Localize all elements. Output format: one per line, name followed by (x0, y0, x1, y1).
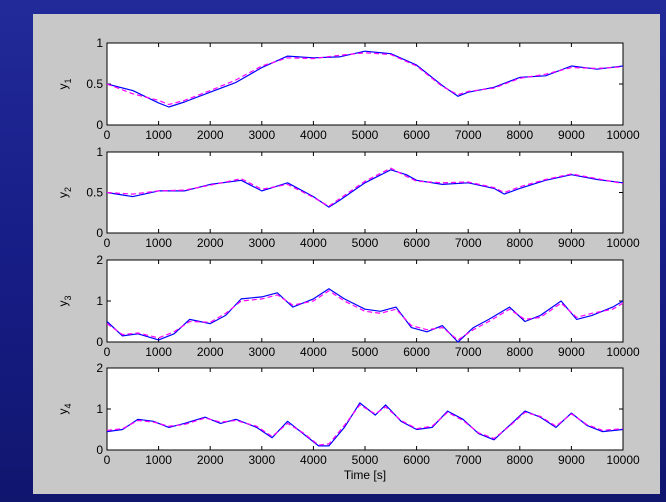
x-tick-label: 6000 (403, 345, 430, 359)
x-tick-label: 7000 (455, 236, 482, 250)
series-line-dashed-plot-4 (106, 404, 624, 446)
y-tick-label: 1 (96, 36, 103, 50)
x-axis-label: Time [s] (344, 468, 386, 482)
axes-box-4 (106, 367, 624, 451)
x-tick-label: 7000 (455, 345, 482, 359)
axes-box-2 (106, 151, 624, 234)
x-tick-label: 5000 (352, 453, 379, 467)
x-tick-label: 4000 (300, 345, 327, 359)
y-axis-label-base: y (56, 301, 70, 307)
x-tick-label: 1000 (145, 236, 172, 250)
y-tick-label: 0 (96, 226, 103, 240)
x-tick-label: 0 (104, 236, 111, 250)
y-axis-label-subscript: 3 (63, 295, 73, 300)
x-tick-label: 7000 (455, 453, 482, 467)
y-tick-label: 1 (96, 294, 103, 308)
series-line-solid-plot-3 (106, 288, 624, 343)
axes-box-1 (106, 42, 624, 126)
x-tick-label: 10000 (606, 236, 640, 250)
y-tick-label: 0 (96, 335, 103, 349)
y-axis-label-subscript: 2 (63, 187, 73, 192)
x-tick-label: 7000 (455, 128, 482, 142)
x-tick-label: 10000 (606, 453, 640, 467)
x-tick-label: 4000 (300, 453, 327, 467)
x-tick-label: 0 (104, 345, 111, 359)
y-tick-label: 0.5 (86, 77, 103, 91)
x-tick-label: 3000 (248, 345, 275, 359)
x-tick-label: 6000 (403, 453, 430, 467)
y-axis-label-base: y (56, 409, 70, 415)
y-tick-label: 2 (96, 253, 103, 267)
x-tick-label: 6000 (403, 128, 430, 142)
x-tick-label: 10000 (606, 128, 640, 142)
x-tick-label: 8000 (506, 236, 533, 250)
x-tick-label: 9000 (558, 128, 585, 142)
x-tick-label: 10000 (606, 345, 640, 359)
x-tick-label: 2000 (197, 345, 224, 359)
y-axis-label-base: y (56, 192, 70, 198)
x-tick-label: 0 (104, 128, 111, 142)
series-line-dashed-plot-1 (106, 52, 624, 106)
y-axis-label-4: y4 (56, 403, 73, 414)
axes-box-3 (106, 259, 624, 343)
y-tick-label: 1 (96, 145, 103, 159)
x-tick-label: 3000 (248, 453, 275, 467)
x-tick-label: 1000 (145, 453, 172, 467)
y-tick-label: 0 (96, 443, 103, 457)
x-tick-label: 4000 (300, 128, 327, 142)
x-tick-label: 9000 (558, 345, 585, 359)
x-tick-label: 1000 (145, 128, 172, 142)
x-tick-label: 1000 (145, 345, 172, 359)
y-axis-label-subscript: 1 (63, 78, 73, 83)
x-tick-label: 4000 (300, 236, 327, 250)
y-axis-label-3: y3 (56, 295, 73, 306)
series-line-dashed-plot-3 (106, 290, 624, 341)
x-tick-label: 2000 (197, 128, 224, 142)
y-tick-label: 2 (96, 361, 103, 375)
y-tick-label: 1 (96, 402, 103, 416)
y-axis-label-1: y1 (56, 78, 73, 89)
x-tick-label: 6000 (403, 236, 430, 250)
x-tick-label: 2000 (197, 453, 224, 467)
series-line-dashed-plot-2 (106, 167, 624, 207)
x-tick-label: 9000 (558, 236, 585, 250)
x-tick-label: 8000 (506, 453, 533, 467)
x-tick-label: 5000 (352, 128, 379, 142)
y-axis-label-subscript: 4 (63, 403, 73, 408)
x-tick-label: 8000 (506, 345, 533, 359)
x-tick-label: 2000 (197, 236, 224, 250)
x-tick-label: 3000 (248, 128, 275, 142)
x-tick-label: 3000 (248, 236, 275, 250)
x-tick-label: 5000 (352, 345, 379, 359)
y-tick-label: 0 (96, 118, 103, 132)
x-tick-label: 8000 (506, 128, 533, 142)
y-tick-label: 0.5 (86, 186, 103, 200)
x-tick-label: 9000 (558, 453, 585, 467)
y-axis-label-base: y (56, 84, 70, 90)
x-tick-label: 0 (104, 453, 111, 467)
x-tick-label: 5000 (352, 236, 379, 250)
y-axis-label-2: y2 (56, 187, 73, 198)
